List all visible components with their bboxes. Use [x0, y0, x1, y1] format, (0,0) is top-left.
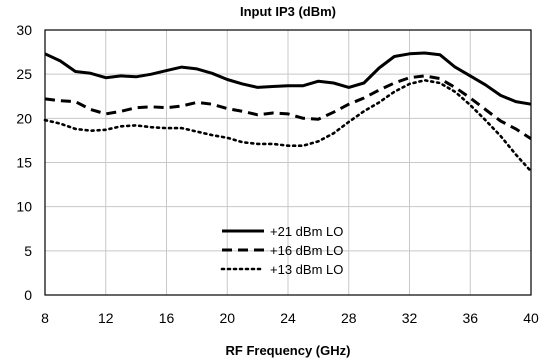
y-axis-tick-labels: 0 5 10 15 20 25 30 [16, 22, 32, 303]
x-tick-label: 32 [402, 310, 418, 326]
x-tick-label: 24 [280, 310, 296, 326]
series-line-3 [43, 79, 533, 173]
x-tick-label: 16 [159, 310, 175, 326]
series-line-1 [44, 51, 532, 106]
x-axis-label: RF Frequency (GHz) [226, 343, 351, 358]
gridlines [44, 29, 532, 296]
y-tick-label: 30 [16, 22, 32, 38]
series-line-2 [44, 74, 532, 140]
series-lines [43, 51, 533, 173]
x-tick-label: 40 [523, 310, 539, 326]
y-tick-label: 5 [24, 243, 32, 259]
legend-label-1: +21 dBm LO [270, 224, 343, 239]
chart-title: Input IP3 (dBm) [240, 4, 336, 19]
x-tick-label: 36 [462, 310, 478, 326]
y-tick-label: 15 [16, 155, 32, 171]
plot-area-frame [44, 29, 532, 296]
x-axis-tick-labels: 8 12 16 20 24 28 32 36 40 [41, 310, 539, 326]
y-tick-label: 10 [16, 199, 32, 215]
legend-label-3: +13 dBm LO [270, 262, 343, 277]
x-tick-label: 20 [219, 310, 235, 326]
x-tick-label: 12 [98, 310, 114, 326]
y-tick-label: 0 [24, 287, 32, 303]
legend-label-2: +16 dBm LO [270, 243, 343, 258]
x-tick-label: 8 [41, 310, 49, 326]
x-tick-label: 28 [341, 310, 357, 326]
legend: +21 dBm LO +16 dBm LO +13 dBm LO [220, 224, 343, 277]
y-tick-label: 25 [16, 66, 32, 82]
y-tick-label: 20 [16, 110, 32, 126]
